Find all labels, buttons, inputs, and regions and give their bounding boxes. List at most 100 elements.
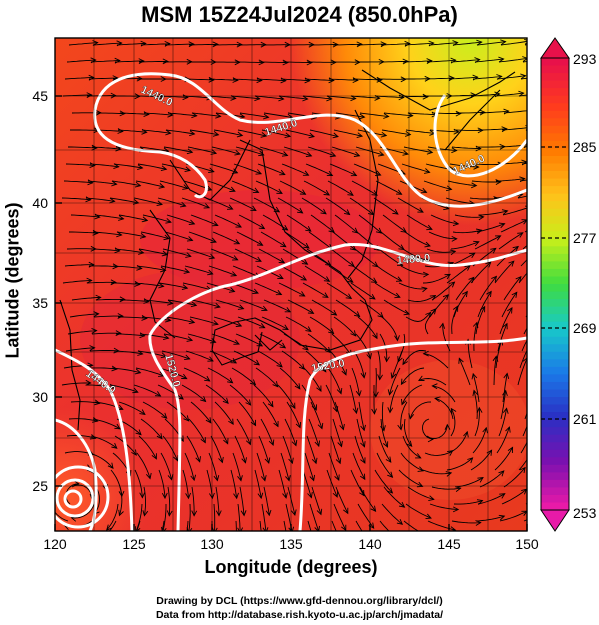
- streamline-arrow: [448, 281, 456, 288]
- streamline: [423, 353, 449, 369]
- streamline: [212, 418, 229, 444]
- streamline-arrow: [161, 412, 168, 419]
- streamline: [137, 163, 167, 170]
- streamline: [328, 78, 358, 81]
- streamline: [165, 316, 195, 323]
- streamline-arrow: [495, 179, 502, 185]
- streamline: [359, 112, 389, 117]
- streamline: [375, 180, 402, 195]
- streamline-arrow: [336, 387, 343, 395]
- streamline-arrow: [302, 170, 310, 176]
- streamline: [430, 214, 459, 225]
- streamline: [188, 43, 218, 46]
- streamline: [138, 60, 168, 63]
- streamline-arrow: [89, 162, 96, 169]
- streamline-arrow: [398, 501, 406, 508]
- streamline-arrow: [308, 132, 315, 139]
- streamline-arrow: [421, 286, 428, 293]
- streamline-arrow: [452, 506, 460, 513]
- streamline: [113, 163, 143, 169]
- streamline-arrow: [262, 113, 270, 120]
- streamline-arrow: [371, 408, 377, 415]
- streamline: [136, 265, 166, 271]
- streamline-arrow: [404, 40, 411, 47]
- streamline-arrow: [360, 372, 367, 379]
- streamline-arrow: [322, 292, 329, 298]
- streamline: [307, 520, 312, 531]
- streamline-arrow: [464, 264, 471, 271]
- streamline-arrow: [387, 471, 394, 478]
- streamline: [157, 384, 184, 400]
- streamline-arrow: [145, 472, 152, 480]
- streamline-arrow: [107, 462, 114, 469]
- streamline: [356, 418, 365, 447]
- streamline: [500, 390, 507, 420]
- streamline-arrow: [494, 235, 502, 241]
- streamline-arrow: [439, 322, 446, 329]
- streamline: [117, 129, 147, 133]
- streamline: [65, 483, 79, 505]
- streamline: [476, 223, 505, 233]
- streamline: [447, 180, 477, 187]
- streamline: [157, 197, 186, 207]
- streamline-arrow: [235, 321, 243, 327]
- streamline-arrow: [161, 526, 167, 531]
- streamline-arrow: [422, 271, 430, 278]
- colorbar-band: [541, 306, 569, 315]
- streamline: [304, 265, 330, 282]
- streamline-arrow: [394, 292, 401, 299]
- streamline: [404, 42, 434, 46]
- streamline-arrow: [434, 396, 441, 403]
- streamline-arrow: [241, 457, 247, 464]
- streamline-arrow: [118, 215, 125, 221]
- streamline-arrow: [387, 389, 394, 396]
- streamline: [181, 384, 206, 402]
- streamline: [473, 390, 478, 420]
- streamline-arrow: [208, 76, 215, 83]
- streamline-arrow: [290, 509, 297, 516]
- streamline-arrow: [234, 545, 239, 550]
- streamline-arrow: [232, 77, 239, 83]
- streamline: [165, 129, 195, 135]
- streamline-arrow: [332, 491, 339, 498]
- streamline: [331, 146, 360, 157]
- streamline-arrow: [395, 189, 403, 195]
- streamline: [278, 469, 287, 498]
- streamline-arrow: [502, 389, 508, 397]
- streamline-arrow: [228, 287, 236, 293]
- streamline: [475, 306, 486, 335]
- colorbar-band: [541, 299, 569, 308]
- streamline-arrow: [297, 207, 304, 214]
- streamline-arrow: [279, 342, 287, 349]
- streamline: [158, 469, 166, 499]
- streamline-arrow: [418, 375, 425, 381]
- streamline: [402, 349, 427, 365]
- streamline: [470, 449, 492, 471]
- streamline: [280, 452, 290, 481]
- streamline: [263, 299, 291, 313]
- streamline: [526, 400, 527, 402]
- colorbar-band: [541, 58, 569, 67]
- streamline-arrow: [444, 273, 451, 280]
- colorbar-band: [541, 208, 569, 217]
- colorbar-band: [541, 502, 569, 511]
- streamline: [354, 248, 379, 267]
- streamline: [310, 214, 335, 233]
- streamline-arrow: [91, 327, 98, 334]
- streamline-arrow: [382, 441, 389, 448]
- streamline-arrow: [135, 429, 142, 436]
- streamline: [407, 112, 437, 116]
- streamline-arrow: [182, 94, 189, 101]
- streamline: [283, 520, 287, 531]
- streamline: [454, 214, 484, 218]
- streamline: [355, 333, 371, 359]
- x-tick-labels: 120 125 130 135 140 145 150: [43, 536, 539, 552]
- contour-typhoon-ring-3: [63, 489, 83, 509]
- colorbar-band: [541, 95, 569, 104]
- streamline-arrow: [254, 95, 261, 102]
- streamline: [207, 180, 236, 192]
- colorbar-band: [541, 110, 569, 119]
- streamline: [61, 382, 91, 386]
- streamline: [521, 339, 527, 352]
